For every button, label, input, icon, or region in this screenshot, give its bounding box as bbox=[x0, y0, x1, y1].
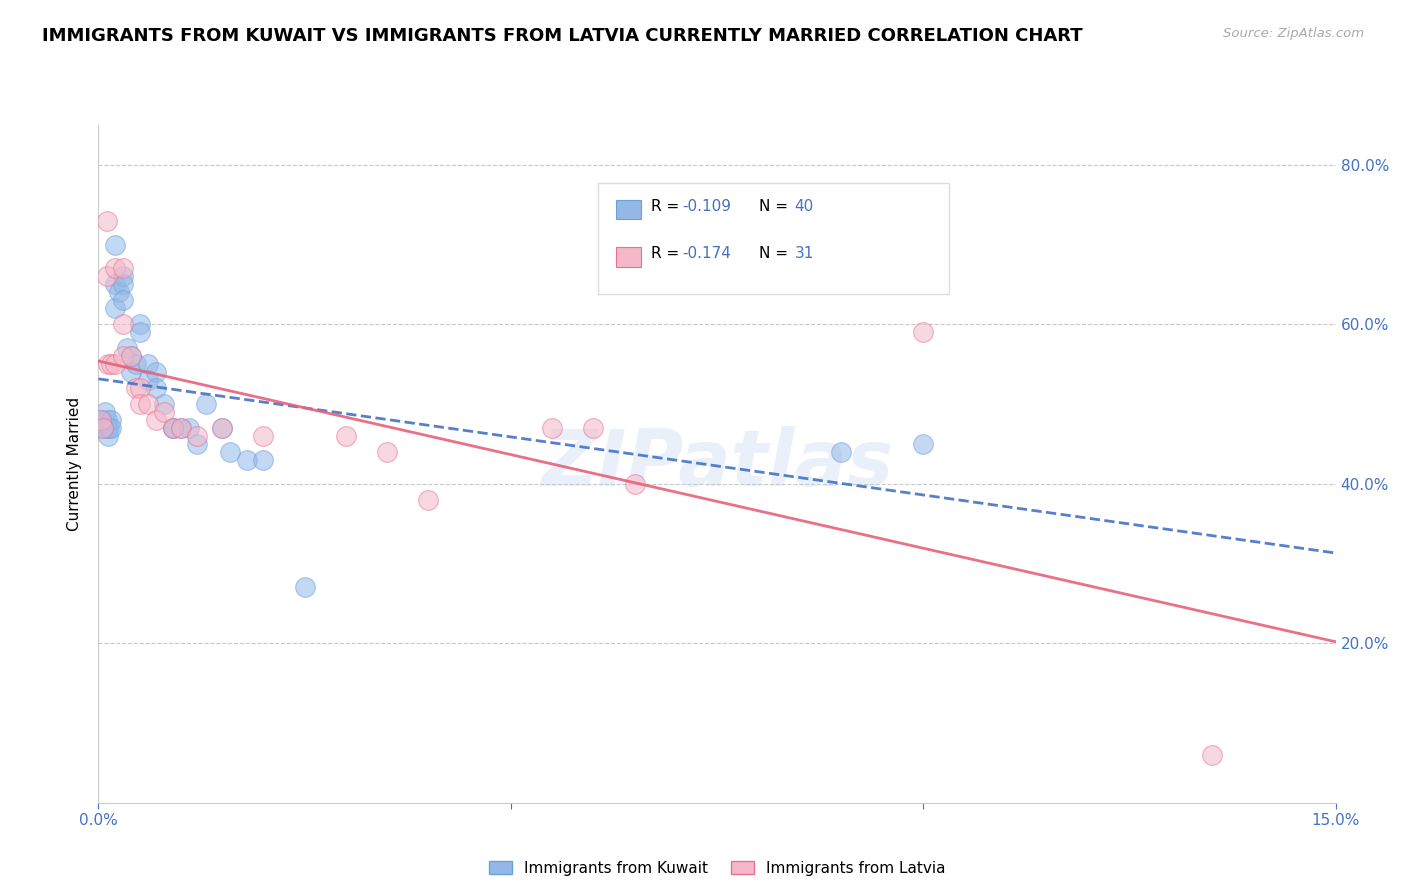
Point bbox=[830, 445, 852, 459]
Point bbox=[128, 318, 150, 332]
Point bbox=[186, 437, 208, 451]
Point bbox=[153, 405, 176, 419]
Text: -0.109: -0.109 bbox=[682, 199, 731, 213]
Point bbox=[112, 349, 135, 363]
Point bbox=[912, 437, 935, 451]
Point bbox=[136, 373, 159, 387]
Point bbox=[136, 397, 159, 411]
Point bbox=[100, 413, 122, 427]
Point bbox=[112, 269, 135, 284]
Point bbox=[120, 349, 142, 363]
Point bbox=[252, 429, 274, 443]
Point bbox=[117, 341, 139, 355]
Point bbox=[153, 397, 176, 411]
Point bbox=[623, 476, 645, 491]
Point bbox=[162, 421, 184, 435]
Point bbox=[108, 285, 131, 300]
Point bbox=[335, 429, 357, 443]
Point bbox=[136, 357, 159, 371]
Point bbox=[104, 357, 127, 371]
Point bbox=[124, 381, 146, 395]
Point bbox=[100, 421, 122, 435]
Point bbox=[104, 237, 127, 252]
Text: ZIPatlas: ZIPatlas bbox=[541, 425, 893, 502]
Point bbox=[1201, 747, 1223, 762]
Text: -0.174: -0.174 bbox=[682, 246, 731, 260]
Point bbox=[96, 421, 118, 435]
Point bbox=[128, 381, 150, 395]
Point bbox=[162, 421, 184, 435]
Text: N =: N = bbox=[759, 246, 793, 260]
Text: R =: R = bbox=[651, 246, 685, 260]
Point bbox=[252, 453, 274, 467]
Point bbox=[194, 397, 217, 411]
Text: N =: N = bbox=[759, 199, 793, 213]
Point bbox=[94, 405, 117, 419]
Point bbox=[112, 277, 135, 292]
Point bbox=[186, 429, 208, 443]
Point bbox=[582, 421, 605, 435]
Point bbox=[145, 381, 167, 395]
Point bbox=[912, 325, 935, 339]
Y-axis label: Currently Married: Currently Married bbox=[67, 397, 83, 531]
Point bbox=[120, 365, 142, 379]
Text: 31: 31 bbox=[794, 246, 814, 260]
Text: Source: ZipAtlas.com: Source: ZipAtlas.com bbox=[1223, 27, 1364, 40]
Point bbox=[179, 421, 201, 435]
Point bbox=[162, 421, 184, 435]
Point bbox=[541, 421, 564, 435]
Point bbox=[128, 397, 150, 411]
Point bbox=[120, 349, 142, 363]
Point bbox=[219, 445, 242, 459]
Text: IMMIGRANTS FROM KUWAIT VS IMMIGRANTS FROM LATVIA CURRENTLY MARRIED CORRELATION C: IMMIGRANTS FROM KUWAIT VS IMMIGRANTS FRO… bbox=[42, 27, 1083, 45]
Point bbox=[96, 413, 118, 427]
Point bbox=[124, 357, 146, 371]
Text: R =: R = bbox=[651, 199, 685, 213]
Point bbox=[236, 453, 259, 467]
Point bbox=[90, 413, 112, 427]
Point bbox=[104, 301, 127, 316]
Point bbox=[294, 581, 316, 595]
Text: 40: 40 bbox=[794, 199, 814, 213]
Point bbox=[112, 318, 135, 332]
Point bbox=[90, 413, 112, 427]
Point bbox=[97, 429, 120, 443]
Point bbox=[104, 261, 127, 276]
Point bbox=[91, 421, 114, 435]
Point bbox=[375, 445, 398, 459]
Point bbox=[91, 421, 114, 435]
Point bbox=[104, 277, 127, 292]
Point bbox=[112, 261, 135, 276]
Point bbox=[128, 325, 150, 339]
Point bbox=[170, 421, 193, 435]
Legend: Immigrants from Kuwait, Immigrants from Latvia: Immigrants from Kuwait, Immigrants from … bbox=[481, 853, 953, 883]
Point bbox=[100, 357, 122, 371]
Point bbox=[96, 269, 118, 284]
Point bbox=[211, 421, 233, 435]
Point bbox=[170, 421, 193, 435]
Point bbox=[145, 365, 167, 379]
Point bbox=[418, 492, 440, 507]
Point bbox=[211, 421, 233, 435]
Point bbox=[112, 293, 135, 308]
Point bbox=[145, 413, 167, 427]
Point bbox=[98, 421, 121, 435]
Point bbox=[96, 213, 118, 227]
Point bbox=[97, 357, 120, 371]
